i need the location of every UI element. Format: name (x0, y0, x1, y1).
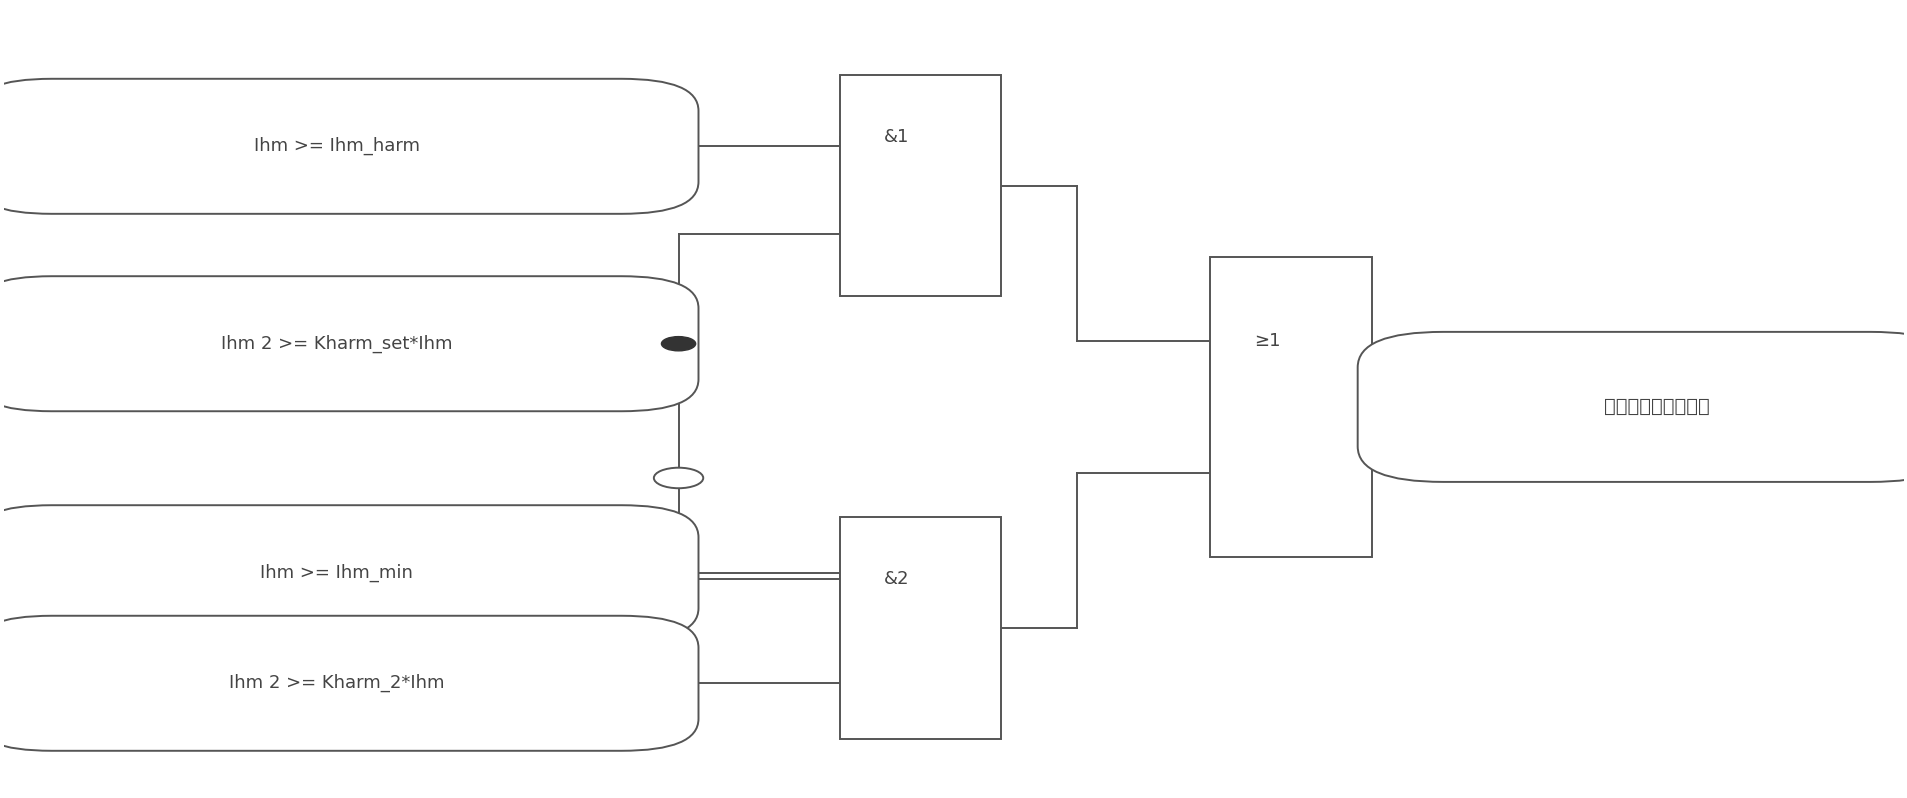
Text: &2: &2 (883, 571, 910, 588)
Text: ≥1: ≥1 (1253, 332, 1280, 350)
Text: Ihm >= Ihm_min: Ihm >= Ihm_min (259, 563, 412, 582)
FancyBboxPatch shape (1358, 332, 1907, 482)
Bar (839, 75, 1001, 296)
FancyBboxPatch shape (0, 276, 698, 411)
FancyBboxPatch shape (0, 616, 698, 751)
Text: Ihm 2 >= Kharm_set*Ihm: Ihm 2 >= Kharm_set*Ihm (221, 334, 452, 353)
Text: Ihm 2 >= Kharm_2*Ihm: Ihm 2 >= Kharm_2*Ihm (229, 674, 444, 693)
Bar (839, 517, 1001, 739)
Bar (1209, 257, 1371, 557)
Circle shape (662, 337, 696, 351)
Text: &1: &1 (883, 128, 910, 146)
Circle shape (654, 468, 704, 488)
FancyBboxPatch shape (0, 505, 698, 640)
Text: 涌流相电流谐波满足: 涌流相电流谐波满足 (1604, 397, 1709, 417)
FancyBboxPatch shape (0, 79, 698, 214)
Text: Ihm >= Ihm_harm: Ihm >= Ihm_harm (254, 137, 420, 156)
